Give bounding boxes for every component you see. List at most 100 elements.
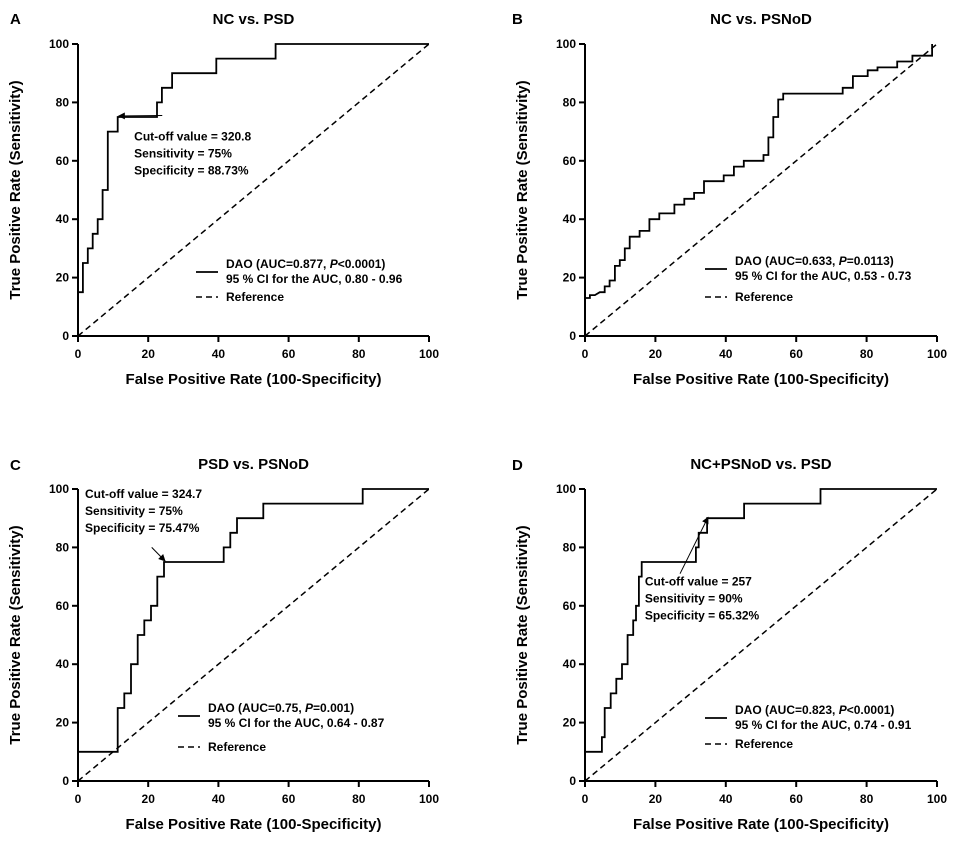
x-tick-label-b-20: 20	[649, 347, 663, 361]
chart-title-c: PSD vs. PSNoD	[198, 456, 309, 473]
chart-panel-c: C PSD vs. PSNoD 0 20 40 60 80 100 0 20 40 60 80 100 Fa…	[7, 456, 439, 833]
reference-line-c	[77, 488, 430, 782]
x-tick-label-c-80: 80	[352, 792, 366, 806]
x-tick-label-b-80: 80	[860, 347, 874, 361]
roc-curve-d	[585, 488, 937, 753]
legend-label-dao-b: DAO (AUC=0.633, P=0.0113)	[735, 254, 894, 268]
x-tick-label-c-100: 100	[419, 792, 439, 806]
x-tick-label-a-80: 80	[352, 347, 366, 361]
annotation-line-c-1: Sensitivity = 75%	[85, 504, 183, 518]
legend-a: DAO (AUC=0.877, P<0.0001)95 % CI for the…	[196, 257, 403, 304]
y-tick-label-c-20: 20	[56, 716, 70, 730]
x-axis-title-d: False Positive Rate (100-Specificity)	[633, 816, 889, 833]
y-tick-label-a-20: 20	[56, 271, 70, 285]
legend-b: DAO (AUC=0.633, P=0.0113)95 % CI for the…	[705, 254, 912, 304]
chart-title-b: NC vs. PSNoD	[710, 11, 812, 28]
y-tick-label-a-40: 40	[56, 212, 70, 226]
chart-title-a: NC vs. PSD	[213, 11, 295, 28]
x-tick-label-a-0: 0	[75, 347, 82, 361]
chart-panel-a: A NC vs. PSD 0 20 40 60 80 100 0 20 40 60 80 100 False…	[7, 11, 439, 388]
x-tick-label-b-40: 40	[719, 347, 733, 361]
roc-curve-b	[584, 44, 933, 304]
legend-label-reference-d: Reference	[735, 737, 793, 751]
annotation-line-a-1: Sensitivity = 75%	[134, 146, 232, 160]
x-tick-label-c-20: 20	[142, 792, 156, 806]
reference-line-b	[584, 43, 938, 337]
x-tick-label-d-0: 0	[582, 792, 589, 806]
panel-letter-c: C	[10, 457, 21, 474]
x-tick-label-d-80: 80	[860, 792, 874, 806]
y-tick-label-d-60: 60	[563, 599, 577, 613]
y-tick-label-c-40: 40	[56, 657, 70, 671]
x-tick-label-d-100: 100	[927, 792, 947, 806]
x-tick-label-d-20: 20	[649, 792, 663, 806]
roc-curve-a	[78, 43, 429, 294]
annotation-line-c-0: Cut-off value = 324.7	[85, 487, 202, 501]
x-tick-label-d-40: 40	[719, 792, 733, 806]
y-tick-label-a-80: 80	[56, 95, 70, 109]
chart-panel-b: B NC vs. PSNoD 0 20 40 60 80 100 0 20 40 60 80 100 Fal…	[512, 11, 947, 388]
y-tick-label-d-100: 100	[556, 482, 576, 496]
y-tick-label-c-80: 80	[56, 540, 70, 554]
annotation-line-a-0: Cut-off value = 320.8	[134, 129, 251, 143]
reference-line-a	[77, 43, 430, 337]
y-axis-title-c: True Positive Rate (Sensitivity)	[7, 525, 24, 744]
legend-ci-c: 95 % CI for the AUC, 0.64 - 0.87	[208, 716, 385, 730]
legend-label-reference-b: Reference	[735, 290, 793, 304]
x-tick-label-a-100: 100	[419, 347, 439, 361]
legend-d: DAO (AUC=0.823, P<0.0001)95 % CI for the…	[705, 703, 912, 751]
legend-c: DAO (AUC=0.75, P=0.001)95 % CI for the A…	[178, 701, 385, 754]
y-tick-label-a-60: 60	[56, 154, 70, 168]
x-tick-label-a-60: 60	[282, 347, 296, 361]
y-tick-label-a-100: 100	[49, 37, 69, 51]
y-tick-label-b-100: 100	[556, 37, 576, 51]
y-tick-label-b-0: 0	[569, 329, 576, 343]
x-axis-title-b: False Positive Rate (100-Specificity)	[633, 371, 889, 388]
panel-letter-a: A	[10, 11, 21, 28]
legend-label-dao-c: DAO (AUC=0.75, P=0.001)	[208, 701, 354, 715]
roc-curve-c	[78, 488, 429, 753]
y-tick-label-d-40: 40	[563, 657, 577, 671]
y-tick-label-c-60: 60	[56, 599, 70, 613]
legend-label-dao-a: DAO (AUC=0.877, P<0.0001)	[226, 257, 385, 271]
x-axis-title-a: False Positive Rate (100-Specificity)	[126, 371, 382, 388]
chart-title-d: NC+PSNoD vs. PSD	[690, 456, 831, 473]
x-tick-label-c-40: 40	[212, 792, 226, 806]
y-axis-title-a: True Positive Rate (Sensitivity)	[7, 80, 24, 299]
cutoff-arrow-c	[151, 547, 166, 562]
y-axis-title-b: True Positive Rate (Sensitivity)	[514, 80, 531, 299]
annotation-line-a-2: Specificity = 88.73%	[134, 163, 249, 177]
legend-label-reference-a: Reference	[226, 290, 284, 304]
y-tick-label-c-100: 100	[49, 482, 69, 496]
annotation-line-d-2: Specificity = 65.32%	[645, 608, 760, 622]
legend-ci-d: 95 % CI for the AUC, 0.74 - 0.91	[735, 718, 912, 732]
x-axis-title-c: False Positive Rate (100-Specificity)	[126, 816, 382, 833]
x-tick-label-c-0: 0	[75, 792, 82, 806]
x-tick-label-b-0: 0	[582, 347, 589, 361]
y-tick-label-b-20: 20	[563, 271, 577, 285]
annotation-line-d-1: Sensitivity = 90%	[645, 591, 743, 605]
y-axis-title-d: True Positive Rate (Sensitivity)	[514, 525, 531, 744]
y-tick-label-c-0: 0	[62, 774, 69, 788]
y-tick-label-d-80: 80	[563, 540, 577, 554]
x-tick-label-b-60: 60	[790, 347, 804, 361]
legend-label-reference-c: Reference	[208, 740, 266, 754]
legend-ci-a: 95 % CI for the AUC, 0.80 - 0.96	[226, 272, 403, 286]
panel-letter-d: D	[512, 457, 523, 474]
y-tick-label-a-0: 0	[62, 329, 69, 343]
annotation-line-c-2: Specificity = 75.47%	[85, 521, 200, 535]
y-tick-label-d-20: 20	[563, 716, 577, 730]
legend-ci-b: 95 % CI for the AUC, 0.53 - 0.73	[735, 269, 912, 283]
y-tick-label-b-80: 80	[563, 95, 577, 109]
x-tick-label-a-20: 20	[142, 347, 156, 361]
x-tick-label-a-40: 40	[212, 347, 226, 361]
y-tick-label-b-40: 40	[563, 212, 577, 226]
x-tick-label-d-60: 60	[790, 792, 804, 806]
x-tick-label-c-60: 60	[282, 792, 296, 806]
annotation-line-d-0: Cut-off value = 257	[645, 574, 752, 588]
y-tick-label-b-60: 60	[563, 154, 577, 168]
cutoff-arrow-d	[679, 516, 709, 574]
chart-panel-d: D NC+PSNoD vs. PSD 0 20 40 60 80 100 0 20 40 60 80 10…	[512, 456, 947, 833]
panel-letter-b: B	[512, 11, 523, 28]
